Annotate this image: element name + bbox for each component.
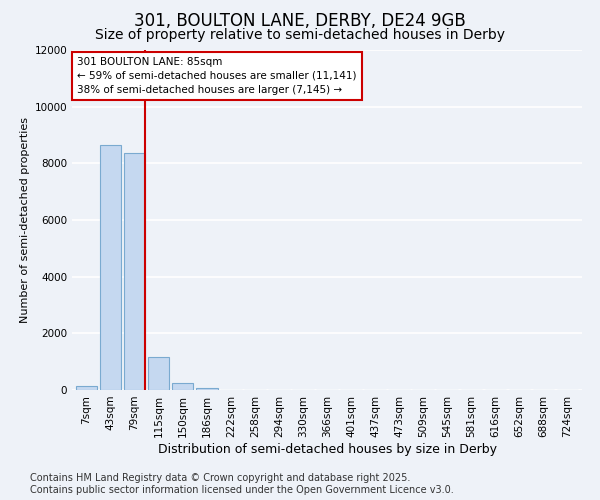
Text: Size of property relative to semi-detached houses in Derby: Size of property relative to semi-detach… (95, 28, 505, 42)
Text: 301, BOULTON LANE, DERBY, DE24 9GB: 301, BOULTON LANE, DERBY, DE24 9GB (134, 12, 466, 30)
Bar (196, 388, 218, 390)
Bar (100, 145, 121, 390)
Bar (76, 386, 97, 390)
Bar (124, 154, 145, 390)
Y-axis label: Number of semi-detached properties: Number of semi-detached properties (20, 117, 30, 323)
X-axis label: Distribution of semi-detached houses by size in Derby: Distribution of semi-detached houses by … (157, 442, 497, 456)
Text: 301 BOULTON LANE: 85sqm
← 59% of semi-detached houses are smaller (11,141)
38% o: 301 BOULTON LANE: 85sqm ← 59% of semi-de… (77, 57, 356, 95)
Text: Contains HM Land Registry data © Crown copyright and database right 2025.
Contai: Contains HM Land Registry data © Crown c… (30, 474, 454, 495)
Bar (148, 358, 169, 390)
Bar (172, 383, 193, 390)
